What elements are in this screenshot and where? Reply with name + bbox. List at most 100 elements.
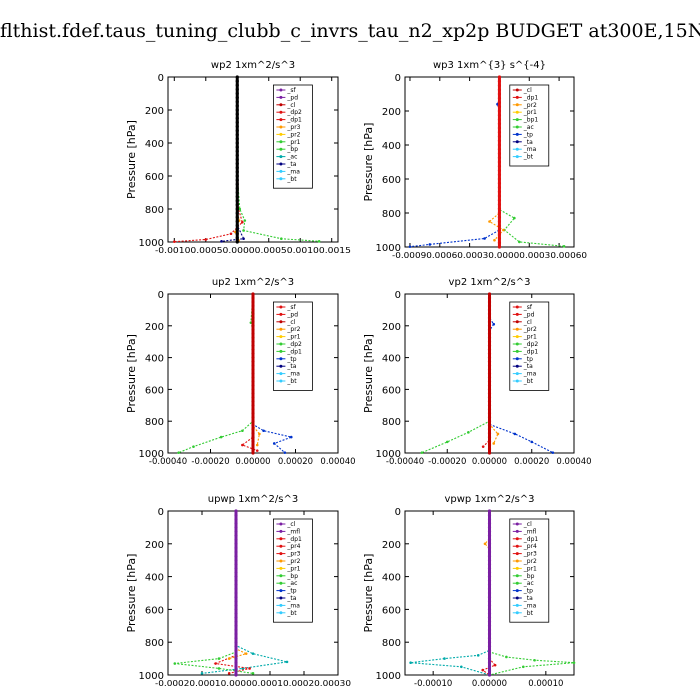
legend-entry: _pr2 [523, 102, 537, 109]
legend-entry: _pr1 [523, 109, 537, 116]
zero-profile-point [235, 199, 239, 203]
series-point [238, 207, 242, 211]
zero-profile-point [497, 105, 502, 109]
zero-profile-point [234, 575, 238, 579]
zero-profile-point [251, 427, 255, 431]
series-point [217, 657, 221, 660]
legend-entry: _dp2 [523, 341, 539, 348]
zero-profile-point [235, 104, 239, 108]
zero-profile-point [235, 162, 239, 166]
zero-profile-point [251, 387, 255, 391]
series-line-red [241, 294, 258, 452]
legend-marker [279, 132, 283, 136]
legend-entry: _bt [286, 176, 297, 183]
series-point [493, 238, 496, 242]
legend-marker [279, 529, 283, 533]
zero-profile-point [487, 363, 492, 368]
series-point [227, 657, 231, 660]
zero-profile-point [251, 391, 255, 395]
zero-profile-point [487, 308, 492, 312]
x-tick-label: -0.00040 [149, 457, 187, 467]
y-tick-label: 0 [158, 73, 164, 84]
zero-profile-point [497, 173, 502, 177]
legend-marker [279, 349, 283, 353]
x-tick-label: 0.00000 [472, 679, 507, 689]
zero-profile-point [487, 652, 492, 657]
y-tick-label: 800 [382, 209, 401, 220]
zero-profile-point [251, 395, 255, 399]
zero-profile-point [251, 312, 255, 316]
zero-profile-point [251, 340, 255, 344]
zero-profile-point [234, 525, 238, 530]
legend-marker [279, 544, 283, 548]
zero-profile-point [497, 168, 502, 173]
zero-profile-point [487, 607, 492, 612]
chart-panel-3: vp2 1xm^2/s^3 Pressure [hPa] 0 200 400 600 800… [362, 277, 592, 467]
legend-entry: _bp [286, 146, 298, 153]
zero-profile-point [235, 157, 239, 162]
zero-profile-point [235, 190, 239, 195]
zero-profile-point [487, 423, 492, 427]
legend-marker [279, 357, 283, 361]
series-line-blue [409, 77, 500, 248]
legend-marker [515, 596, 519, 600]
legend-entry: _ma [523, 371, 537, 378]
zero-profile-point [487, 371, 492, 376]
legend-marker [515, 522, 519, 526]
series-point [476, 654, 480, 657]
zero-profile-point [235, 96, 239, 100]
legend-marker [515, 147, 519, 151]
zero-profile-point [251, 363, 255, 368]
zero-profile-point [497, 117, 502, 122]
y-tick-label: 400 [382, 141, 401, 152]
zero-profile-point [235, 219, 239, 223]
zero-profile-point [497, 219, 502, 224]
zero-profile-point [234, 648, 238, 653]
legend-entry: _dp2 [286, 341, 302, 348]
zero-profile-point [251, 352, 255, 356]
zero-profile-point [235, 211, 239, 215]
plot-frame [167, 510, 339, 676]
zero-profile-point [497, 79, 502, 83]
zero-profile-point [251, 359, 255, 364]
legend-marker [515, 155, 519, 159]
legend-marker [279, 603, 283, 607]
legend-entry: _tp [286, 356, 296, 363]
zero-profile-point [251, 415, 255, 419]
legend-entry: _cl [523, 87, 532, 94]
zero-profile-point [487, 419, 492, 423]
zero-profile-point [251, 379, 255, 384]
x-tick-label: 0.00010 [528, 679, 563, 689]
series-point [240, 220, 244, 224]
series-point [217, 667, 221, 670]
series-point [219, 435, 223, 439]
legend-marker [515, 103, 519, 107]
legend-marker [279, 379, 283, 383]
zero-profile-point [235, 178, 239, 182]
legend-marker [515, 364, 519, 368]
zero-profile-point [234, 550, 238, 554]
y-tick-label: 200 [382, 107, 401, 118]
legend-entry: _dp1 [523, 94, 539, 101]
zero-profile-point [497, 228, 502, 232]
zero-profile-point [487, 624, 492, 628]
series-line-green [178, 293, 254, 454]
zero-profile-point [251, 292, 255, 296]
zero-profile-point [235, 207, 239, 211]
zero-profile-point [234, 546, 238, 550]
zero-profile-point [235, 91, 239, 96]
y-tick-label: 600 [382, 605, 401, 616]
zero-profile-point [234, 657, 238, 661]
zero-profile-point [234, 529, 238, 534]
legend-marker [515, 140, 519, 144]
y-tick-label: 400 [382, 354, 401, 365]
y-tick-label: 400 [145, 354, 164, 365]
legend-entry: _dp1 [286, 536, 302, 543]
zero-profile-point [487, 546, 492, 550]
zero-profile-point [251, 367, 255, 372]
zero-profile-point [235, 170, 239, 174]
zero-profile-point [497, 109, 502, 113]
series-point [488, 220, 491, 223]
y-tick-label: 1000 [139, 671, 164, 682]
